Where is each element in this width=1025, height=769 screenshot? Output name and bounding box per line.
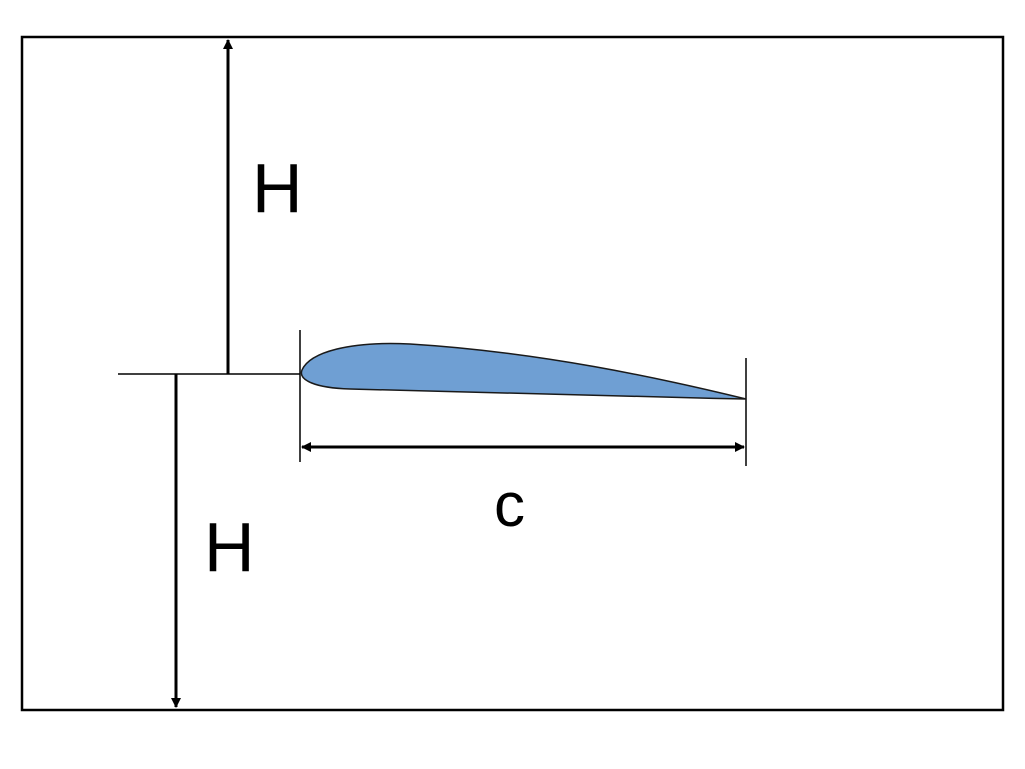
domain-boundary [20,35,1005,712]
airfoil-shape [300,342,747,400]
height-above-label: H [252,149,303,227]
height-below-label: H [204,508,255,586]
chord-label: c [494,471,525,540]
